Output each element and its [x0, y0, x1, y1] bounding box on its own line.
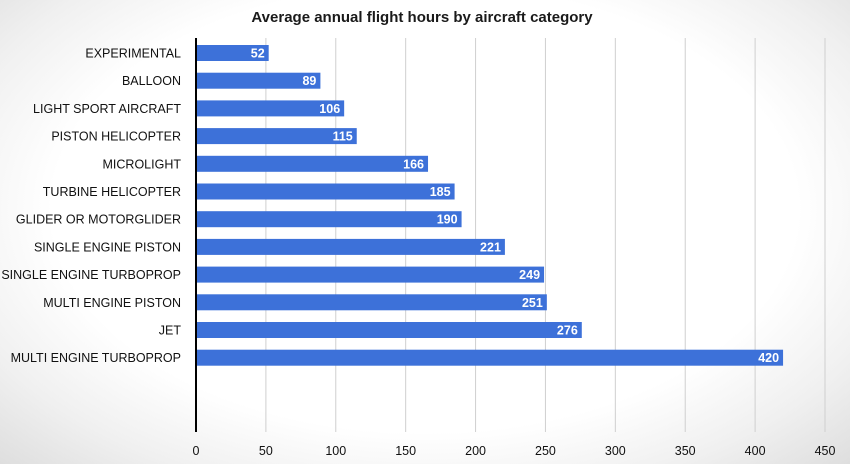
bar [196, 155, 429, 172]
bar-value-label: 420 [758, 351, 779, 365]
bar-value-label: 190 [437, 213, 458, 227]
bar-value-label: 52 [251, 47, 265, 61]
category-label: MULTI ENGINE PISTON [43, 296, 181, 310]
bar [196, 349, 784, 366]
category-label: SINGLE ENGINE PISTON [34, 240, 181, 254]
category-label: LIGHT SPORT AIRCRAFT [33, 102, 181, 116]
bar-value-label: 166 [403, 157, 424, 171]
x-tick-label: 300 [605, 444, 626, 458]
bar [196, 266, 545, 283]
bar-value-label: 221 [480, 240, 501, 254]
x-tick-label: 400 [745, 444, 766, 458]
category-labels: EXPERIMENTAL BALLOON LIGHT SPORT AIRCRAFT P… [1, 47, 181, 366]
bar-value-label: 276 [557, 324, 578, 338]
bar-value-label: 185 [430, 185, 451, 199]
bar [196, 45, 269, 61]
x-tick-label: 50 [259, 444, 273, 458]
bar-value-label: 89 [302, 74, 316, 88]
x-tick-label: 100 [325, 444, 346, 458]
chart-title: Average annual flight hours by aircraft … [251, 9, 593, 26]
bar [196, 72, 321, 89]
bar-value-label: 106 [319, 102, 340, 116]
x-tick-label: 250 [535, 444, 556, 458]
x-tick-label: 150 [395, 444, 416, 458]
category-label: MICROLIGHT [103, 157, 182, 171]
bars [196, 45, 784, 366]
category-label: EXPERIMENTAL [85, 47, 181, 61]
category-label: MULTI ENGINE TURBOPROP [11, 351, 181, 365]
category-label: TURBINE HELICOPTER [43, 185, 181, 199]
category-label: JET [159, 324, 182, 338]
gridlines [265, 38, 826, 432]
category-label: BALLOON [122, 74, 181, 88]
bar-value-label: 115 [333, 130, 353, 144]
category-label: SINGLE ENGINE TURBOPROP [1, 268, 181, 282]
bar [196, 238, 505, 255]
bar [196, 211, 462, 228]
x-tick-label: 350 [675, 444, 696, 458]
x-tick-label: 0 [193, 444, 200, 458]
bar [196, 128, 357, 145]
bar [196, 100, 345, 117]
x-tick-labels: 0 50 100 150 200 250 300 350 400 450 [193, 444, 836, 458]
bar [196, 183, 455, 200]
bar [196, 294, 547, 311]
category-label: GLIDER OR MOTORGLIDER [16, 213, 181, 227]
category-label: PISTON HELICOPTER [51, 130, 181, 144]
bar-value-label: 251 [522, 296, 543, 310]
bar [196, 322, 582, 338]
x-tick-label: 450 [815, 444, 836, 458]
x-tick-label: 200 [465, 444, 486, 458]
bar-value-label: 249 [519, 268, 540, 282]
